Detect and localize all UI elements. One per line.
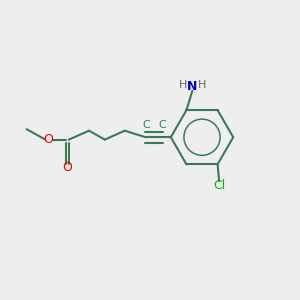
Text: H: H <box>179 80 188 90</box>
Text: O: O <box>44 133 53 146</box>
Text: O: O <box>63 161 73 174</box>
Text: C: C <box>158 120 166 130</box>
Text: N: N <box>187 80 197 93</box>
Text: C: C <box>142 120 150 130</box>
Text: H: H <box>198 80 206 90</box>
Text: Cl: Cl <box>213 178 225 192</box>
